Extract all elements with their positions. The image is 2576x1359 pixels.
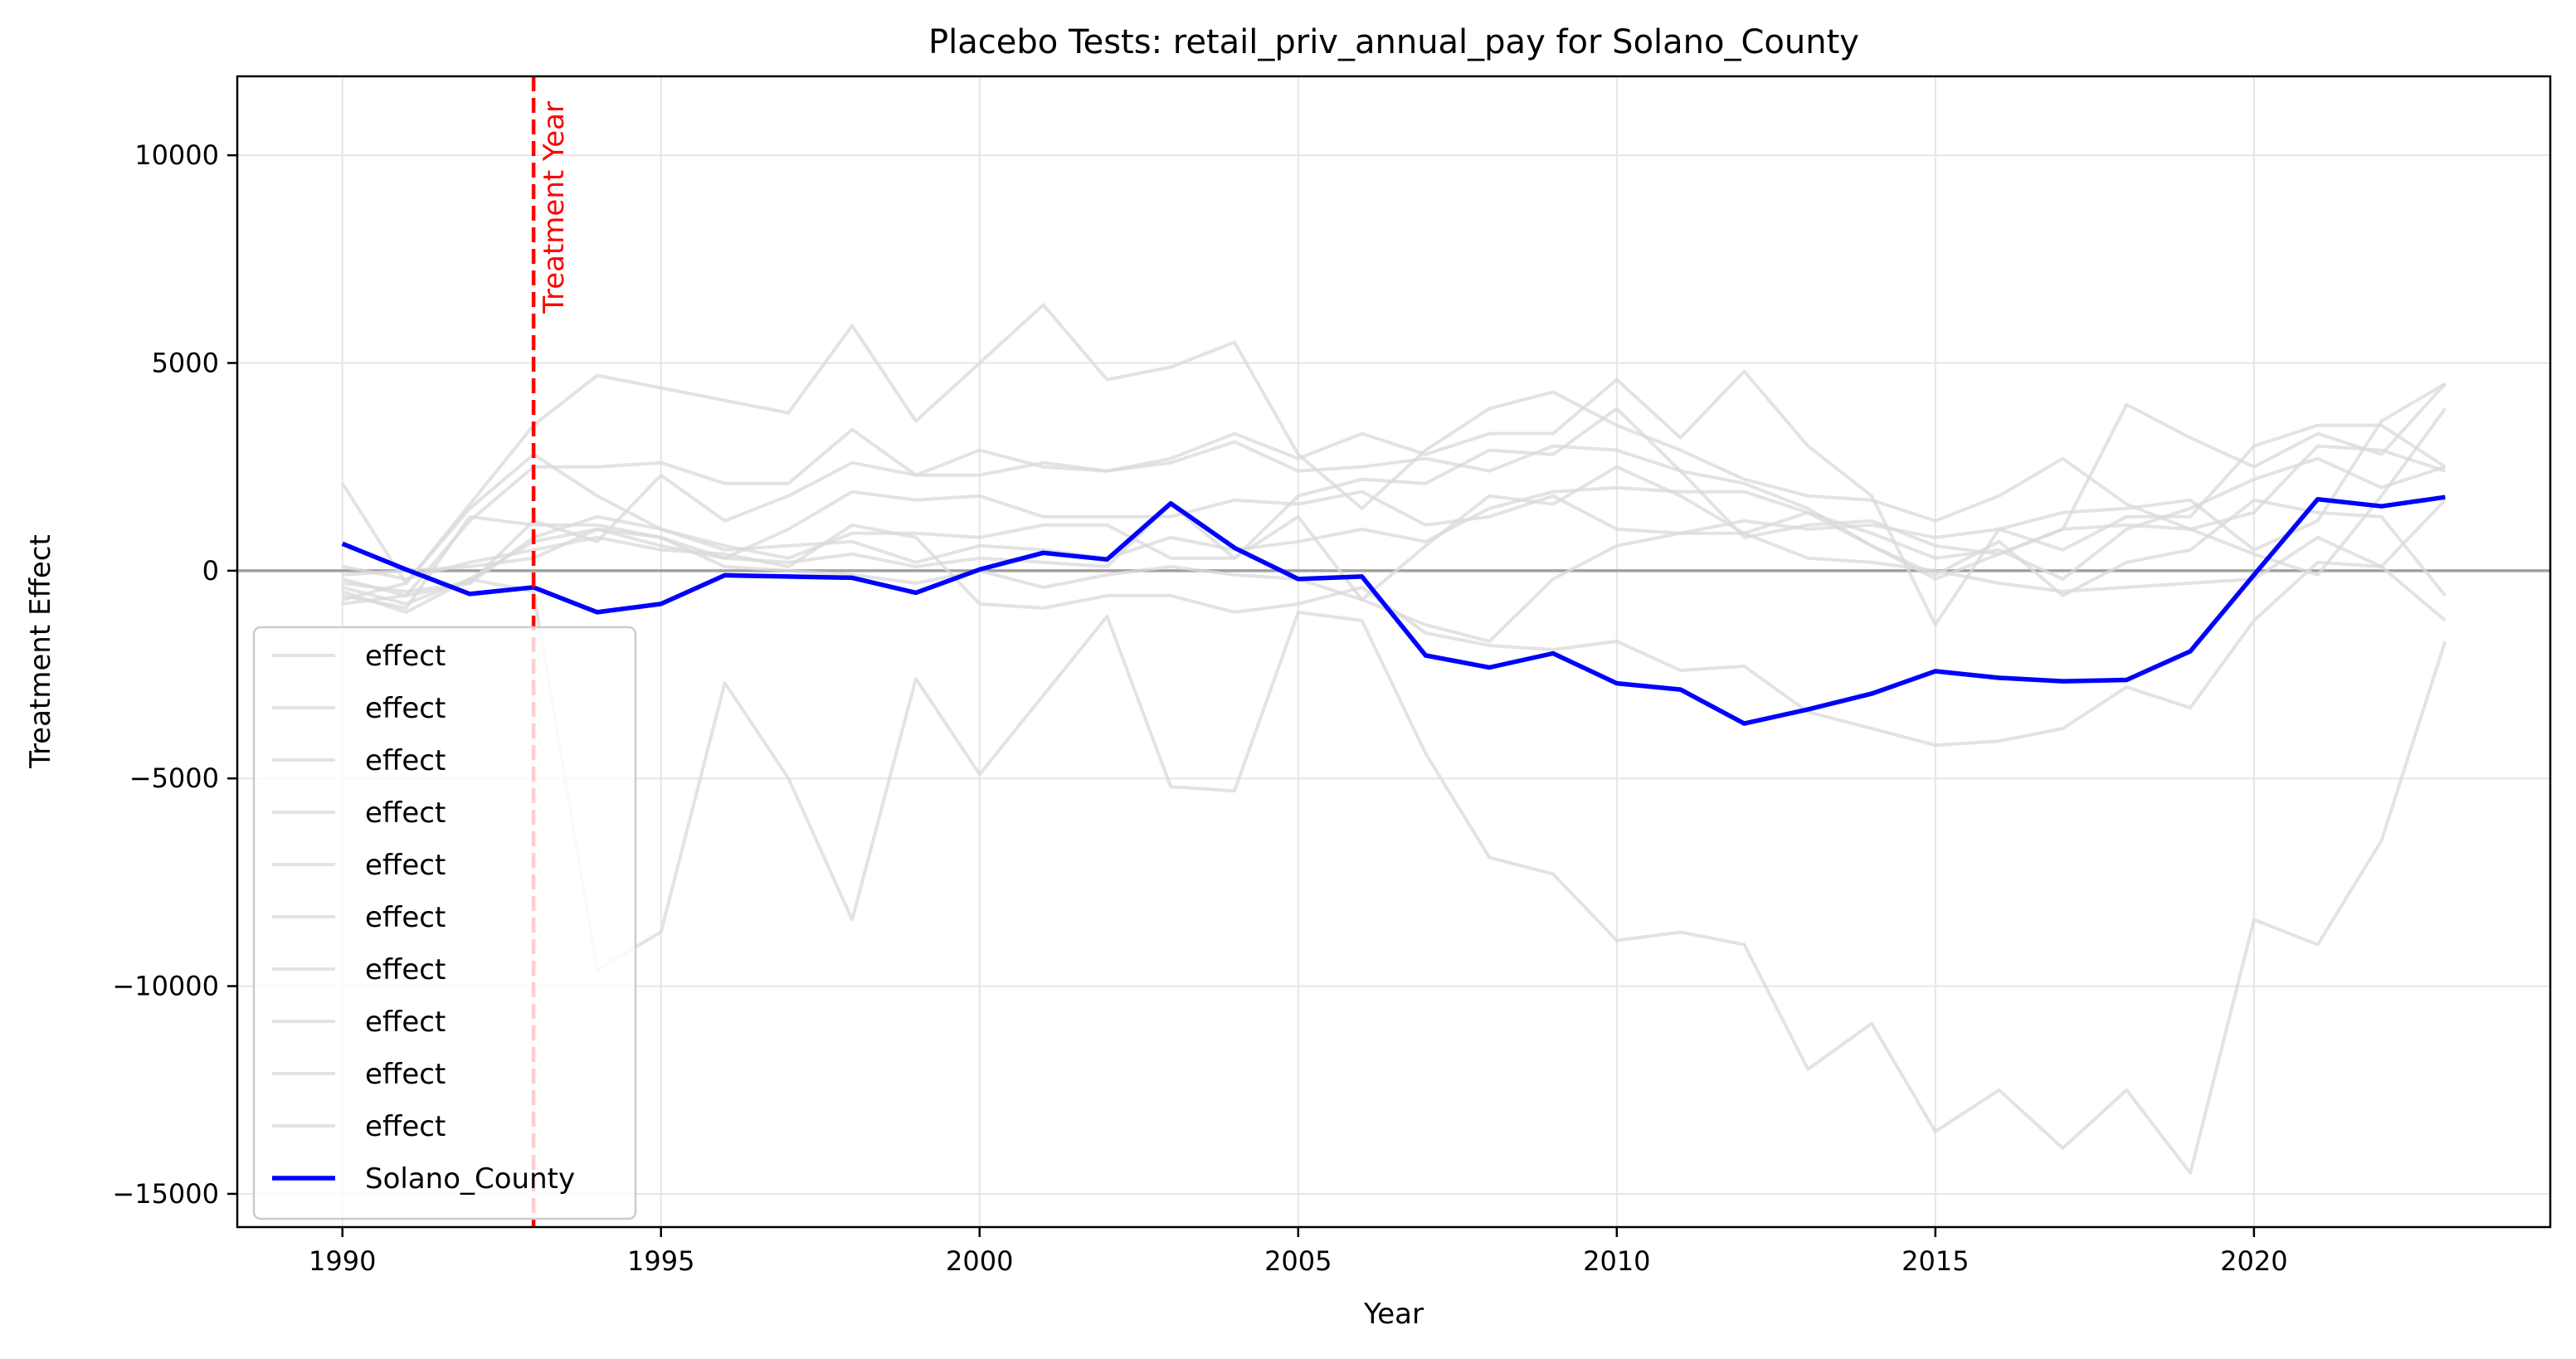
placebo-series-line-9 [342, 465, 2447, 602]
placebo-series-line-4 [342, 369, 2447, 626]
legend-label: effect [365, 692, 446, 725]
x-tick-label: 2015 [1902, 1245, 1969, 1277]
placebo-series-line-1 [341, 452, 2446, 585]
placebo-series-line-3 [342, 577, 2447, 1175]
x-axis-label: Year [1363, 1298, 1424, 1331]
y-tick-label: −10000 [112, 971, 219, 1002]
legend-label: effect [365, 901, 446, 934]
y-tick-label: −15000 [112, 1178, 219, 1210]
legend-label: effect [365, 849, 446, 882]
legend-label: effect [365, 953, 446, 986]
x-axis: 1990 1995 2000 2005 2010 2015 2020 [309, 1227, 2288, 1277]
y-tick-label: 10000 [134, 139, 219, 171]
y-tick-label: −5000 [129, 762, 219, 794]
x-tick-label: 2005 [1264, 1245, 1332, 1277]
legend-label: effect [365, 1110, 446, 1143]
x-tick-label: 2000 [946, 1245, 1013, 1277]
placebo-series-line-10 [342, 382, 2447, 643]
plot-area-frame [236, 75, 2552, 1229]
y-tick-label: 0 [202, 555, 219, 587]
legend-label: effect [365, 796, 446, 830]
solano-county-series-line [341, 494, 2446, 726]
x-tick-label: 1995 [627, 1245, 694, 1277]
x-tick-label: 2010 [1583, 1245, 1650, 1277]
placebo-series-line-6 [342, 382, 2447, 593]
legend-label: effect [365, 744, 446, 777]
placebo-series-line-2 [342, 303, 2447, 602]
y-axis-label: Treatment Effect [24, 534, 57, 769]
legend-label: effect [365, 1006, 446, 1039]
legend-label: effect [365, 1058, 446, 1091]
chart-title: Placebo Tests: retail_priv_annual_pay fo… [928, 23, 1859, 61]
y-axis: 10000 5000 0 −5000 −10000 −15000 [112, 139, 237, 1210]
legend: effect effect effect effect effect effect effe… [252, 626, 637, 1220]
x-tick-label: 1990 [309, 1245, 376, 1277]
treatment-year-annotation: Treatment Year [538, 101, 571, 314]
x-tick-label: 2020 [2220, 1245, 2287, 1277]
y-tick-label: 5000 [152, 347, 219, 378]
series-lines [341, 303, 2447, 1175]
legend-box [252, 626, 637, 1220]
placebo-series-line-5 [342, 440, 2446, 606]
legend-label: effect [365, 640, 446, 673]
legend-label: Solano_County [365, 1162, 575, 1196]
